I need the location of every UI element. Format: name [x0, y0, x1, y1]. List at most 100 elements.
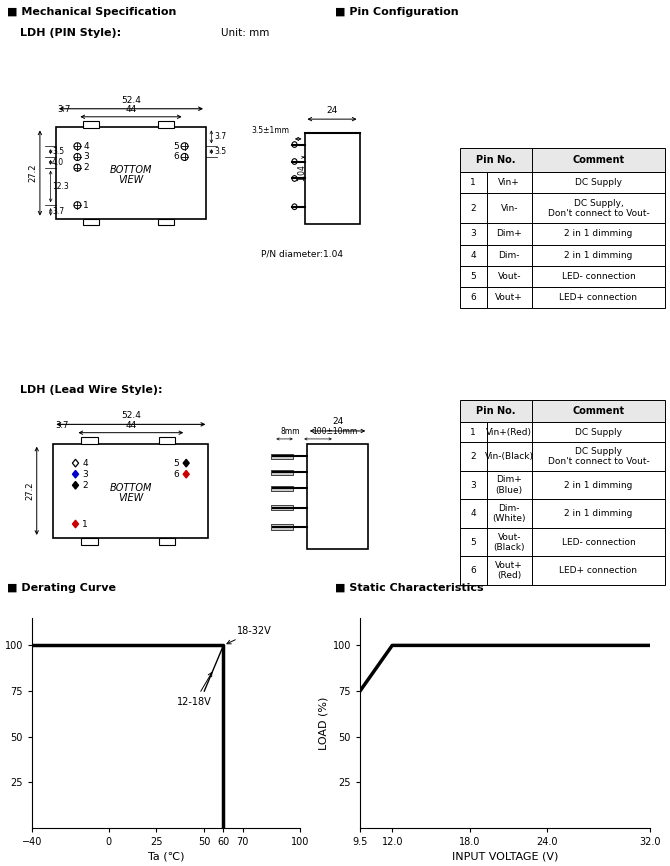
Bar	[532, 500, 665, 528]
Bar	[159, 436, 175, 443]
Bar	[532, 423, 665, 443]
Bar	[460, 287, 486, 308]
Bar	[460, 148, 532, 172]
Bar	[486, 528, 532, 557]
Polygon shape	[72, 481, 78, 489]
Polygon shape	[72, 520, 78, 528]
Bar	[532, 400, 665, 423]
Text: 2 in 1 dimming: 2 in 1 dimming	[564, 509, 632, 518]
Text: 2 in 1 dimming: 2 in 1 dimming	[564, 250, 632, 260]
Polygon shape	[183, 459, 190, 467]
Text: 3.5: 3.5	[52, 147, 64, 156]
Text: ■ Static Characteristics: ■ Static Characteristics	[335, 583, 484, 593]
Bar	[157, 218, 174, 225]
Text: Pin No.: Pin No.	[476, 406, 516, 417]
X-axis label: INPUT VOLTAGE (V): INPUT VOLTAGE (V)	[452, 851, 558, 861]
Bar	[271, 469, 293, 475]
Text: 27.2: 27.2	[25, 481, 34, 500]
Text: LDH (PIN Style):: LDH (PIN Style):	[20, 28, 121, 38]
Bar	[486, 423, 532, 443]
Bar	[460, 500, 486, 528]
Text: 1: 1	[470, 428, 476, 437]
Bar	[460, 223, 486, 244]
Text: DC Supply
Don't connect to Vout-: DC Supply Don't connect to Vout-	[547, 447, 649, 466]
Text: Pin No.: Pin No.	[476, 155, 516, 165]
Text: 52.4: 52.4	[121, 96, 141, 105]
Text: 5: 5	[470, 538, 476, 546]
Text: 6: 6	[174, 469, 180, 479]
Text: 24: 24	[332, 417, 343, 426]
Bar	[532, 557, 665, 585]
Bar	[486, 172, 532, 193]
Text: 4: 4	[83, 142, 89, 151]
Text: Vout-: Vout-	[497, 272, 521, 281]
Text: Vin+: Vin+	[498, 178, 520, 187]
Text: 3.7: 3.7	[58, 105, 71, 114]
Text: Vout+: Vout+	[495, 293, 523, 302]
Bar	[460, 443, 486, 471]
Text: 1: 1	[470, 178, 476, 187]
Bar	[532, 172, 665, 193]
Bar	[56, 127, 206, 218]
Text: Dim+
(Blue): Dim+ (Blue)	[496, 475, 523, 494]
Bar	[83, 120, 99, 127]
Text: Dim+: Dim+	[496, 229, 522, 238]
Text: DC Supply: DC Supply	[575, 178, 622, 187]
Text: 3.7: 3.7	[55, 421, 68, 430]
Bar	[532, 443, 665, 471]
Bar	[486, 223, 532, 244]
Text: 5: 5	[470, 272, 476, 281]
Text: 6: 6	[173, 152, 179, 161]
Text: 4: 4	[470, 509, 476, 518]
Text: 8mm: 8mm	[280, 427, 300, 436]
Bar	[486, 557, 532, 585]
Text: 27.2: 27.2	[28, 164, 38, 182]
Text: DC Supply,
Don't connect to Vout-: DC Supply, Don't connect to Vout-	[547, 198, 649, 218]
Text: 44: 44	[125, 421, 137, 430]
Text: 3: 3	[470, 481, 476, 489]
Text: 2: 2	[470, 452, 476, 461]
Text: 2 in 1 dimming: 2 in 1 dimming	[564, 481, 632, 489]
Bar	[271, 524, 293, 530]
Circle shape	[292, 158, 297, 165]
Text: 1: 1	[83, 201, 89, 210]
Bar	[460, 193, 486, 223]
Bar	[486, 443, 532, 471]
Text: DC Supply: DC Supply	[575, 428, 622, 437]
Bar	[486, 471, 532, 500]
Bar	[307, 443, 368, 549]
Bar	[486, 287, 532, 308]
Text: Dim-: Dim-	[498, 250, 520, 260]
Text: 24: 24	[326, 106, 338, 115]
Text: 12-18V: 12-18V	[178, 673, 212, 707]
Text: ■ Mechanical Specification: ■ Mechanical Specification	[7, 7, 176, 17]
Text: Vin-(Black): Vin-(Black)	[484, 452, 534, 461]
Bar	[83, 218, 99, 225]
Text: 4: 4	[82, 459, 88, 468]
Polygon shape	[72, 459, 78, 467]
Text: Vin-: Vin-	[500, 204, 518, 213]
Text: 4.0: 4.0	[52, 158, 64, 167]
Text: 3.5: 3.5	[214, 147, 226, 156]
Bar	[460, 471, 486, 500]
Text: ■ Pin Configuration: ■ Pin Configuration	[335, 7, 459, 17]
Text: 12.3: 12.3	[52, 182, 69, 191]
Bar	[486, 500, 532, 528]
Text: VIEW: VIEW	[118, 493, 143, 503]
Text: 3: 3	[83, 152, 89, 161]
Text: LED+ connection: LED+ connection	[559, 566, 637, 575]
Text: 2: 2	[83, 163, 89, 172]
Text: BOTTOM: BOTTOM	[110, 165, 152, 175]
Text: Comment: Comment	[572, 406, 624, 417]
Bar	[460, 528, 486, 557]
Text: 6: 6	[470, 566, 476, 575]
Bar	[532, 244, 665, 266]
Text: 1.04: 1.04	[297, 165, 306, 181]
Text: Comment: Comment	[572, 155, 624, 165]
Bar	[532, 471, 665, 500]
Bar	[460, 266, 486, 287]
Bar	[486, 266, 532, 287]
Text: LDH (Lead Wire Style):: LDH (Lead Wire Style):	[20, 385, 163, 395]
Text: 3.7: 3.7	[52, 207, 64, 216]
Bar	[460, 244, 486, 266]
